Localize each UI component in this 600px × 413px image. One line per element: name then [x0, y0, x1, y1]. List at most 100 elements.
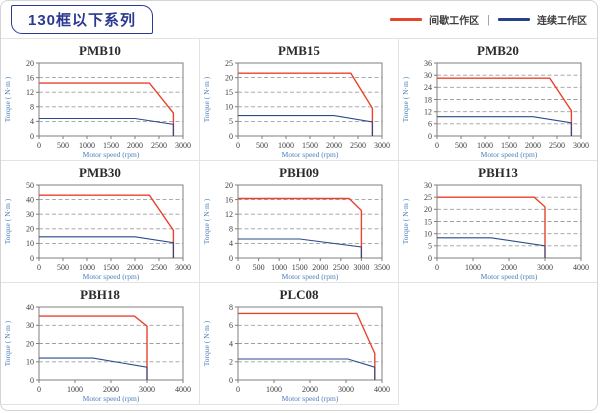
series-line-intermittent: [238, 312, 376, 380]
series-line-continuous: [437, 237, 546, 258]
x-tick-label: 1500: [103, 263, 119, 272]
chart-cell-pmb10: PMB10 0 4 8 12 16 20 0 500 1000 1500 2000 2500 3000 M…: [1, 39, 200, 161]
x-axis-label: Motor speed (rpm): [83, 272, 140, 281]
series-line-intermittent: [39, 194, 175, 258]
x-tick-label: 1000: [67, 385, 83, 394]
y-tick-label: 16: [225, 195, 233, 204]
x-tick-label: 2500: [350, 141, 366, 150]
y-tick-label: 0: [30, 132, 34, 141]
x-tick-label: 1000: [79, 263, 95, 272]
y-tick-label: 36: [424, 59, 432, 68]
x-tick-label: 500: [57, 141, 69, 150]
x-tick-label: 3000: [374, 141, 390, 150]
y-tick-label: 8: [229, 225, 233, 234]
chart-plot-pbh09: 0 4 8 12 16 20 0 500 1000 1500 2000 2500 3000 3500 Mot…: [200, 180, 398, 281]
chart-cell-pbh13: PBH13 0 5 10 15 20 25 30 0 1000 2000 3000 4000 Motor…: [399, 161, 597, 283]
y-tick-label: 20: [26, 59, 34, 68]
y-axis-label: Torque ( N·m ): [202, 76, 211, 122]
y-tick-label: 4: [229, 339, 233, 348]
x-tick-label: 0: [37, 385, 41, 394]
chart-plot-pmb20: 0 6 12 18 24 30 36 0 500 1000 1500 2000 2500 3000 Moto…: [399, 58, 597, 159]
chart-title: PMB15: [278, 43, 320, 58]
chart-title: PBH18: [80, 287, 120, 302]
x-axis-label: Motor speed (rpm): [83, 150, 140, 159]
x-tick-label: 1500: [103, 141, 119, 150]
x-tick-label: 3000: [139, 385, 155, 394]
chart-plot-pmb10: 0 4 8 12 16 20 0 500 1000 1500 2000 2500 3000 Motor s…: [1, 58, 199, 159]
y-tick-label: 2: [229, 358, 233, 367]
chart-cell-pmb20: PMB20 0 6 12 18 24 30 36 0 500 1000 1500 2000 2500 30…: [399, 39, 597, 161]
x-tick-label: 2000: [525, 141, 541, 150]
y-tick-label: 0: [428, 132, 432, 141]
x-tick-label: 3000: [353, 263, 369, 272]
chart-grid: PMB10 0 4 8 12 16 20 0 500 1000 1500 2000 2500 3000 M…: [1, 38, 597, 405]
chart-canvas: 0 5 10 15 20 25 30 0 1000 2000 3000 4000 Motor speed…: [401, 181, 589, 281]
y-tick-label: 30: [424, 71, 432, 80]
y-tick-label: 18: [424, 95, 432, 104]
y-tick-label: 40: [26, 303, 34, 312]
y-tick-label: 25: [424, 193, 432, 202]
x-tick-label: 2500: [151, 141, 167, 150]
y-tick-label: 25: [225, 59, 233, 68]
y-tick-label: 10: [225, 103, 233, 112]
series-line-continuous: [238, 115, 373, 136]
x-tick-label: 2000: [302, 385, 318, 394]
series-line-continuous: [238, 358, 376, 380]
plot-border: [237, 62, 383, 137]
chart-cell-pmb30: PMB30 0 10 20 30 40 50 0 500 1000 1500 2000 2500 300…: [1, 161, 200, 283]
series-line-continuous: [437, 116, 572, 136]
y-tick-label: 20: [26, 225, 34, 234]
y-tick-label: 16: [26, 73, 34, 82]
x-tick-label: 1000: [271, 263, 287, 272]
y-tick-label: 6: [428, 120, 432, 129]
x-tick-label: 500: [256, 141, 268, 150]
x-tick-label: 1500: [501, 141, 517, 150]
series-line-continuous: [238, 238, 362, 258]
chart-canvas: 0 2 4 6 8 0 1000 2000 3000 4000 Motor speed (rpm) T…: [202, 303, 390, 403]
legend-item-intermittent: 间歇工作区: [390, 12, 479, 27]
intermittent-line-swatch: [390, 18, 423, 21]
series-title-badge: 130框以下系列: [11, 5, 154, 34]
x-tick-label: 1500: [302, 141, 318, 150]
chart-plot-pmb30: 0 10 20 30 40 50 0 500 1000 1500 2000 2500 3000 Motor…: [1, 180, 199, 281]
x-tick-label: 500: [253, 263, 265, 272]
legend-item-continuous: 连续工作区: [498, 12, 587, 27]
y-tick-label: 12: [424, 108, 432, 117]
y-tick-label: 4: [30, 117, 34, 126]
y-tick-label: 50: [26, 181, 34, 190]
y-tick-label: 0: [30, 376, 34, 385]
x-tick-label: 3000: [175, 263, 191, 272]
x-tick-label: 1500: [292, 263, 308, 272]
x-axis-label: Motor speed (rpm): [282, 150, 339, 159]
y-tick-label: 0: [229, 132, 233, 141]
x-tick-label: 3000: [537, 263, 553, 272]
legend-label-continuous: 连续工作区: [537, 16, 587, 27]
series-line-intermittent: [437, 196, 546, 258]
x-axis-label: Motor speed (rpm): [282, 272, 339, 281]
y-axis-label: Torque ( N·m ): [202, 198, 211, 244]
continuous-line-swatch: [498, 18, 530, 21]
y-tick-label: 40: [26, 195, 34, 204]
y-tick-label: 10: [424, 230, 432, 239]
chart-canvas: 0 10 20 30 40 0 1000 2000 3000 4000 Motor speed (r…: [3, 303, 191, 403]
x-tick-label: 0: [435, 263, 439, 272]
chart-canvas: 0 4 8 12 16 20 0 500 1000 1500 2000 2500 3000 Motor s…: [3, 59, 191, 159]
x-tick-label: 3500: [374, 263, 390, 272]
plot-border: [38, 62, 184, 137]
y-tick-label: 0: [428, 254, 432, 263]
y-axis-label: Torque ( N·m ): [3, 320, 12, 366]
y-tick-label: 5: [229, 117, 233, 126]
x-tick-label: 1000: [465, 263, 481, 272]
chart-plot-plc08: 0 2 4 6 8 0 1000 2000 3000 4000 Motor speed (rpm) T…: [200, 302, 398, 403]
x-tick-label: 3000: [573, 141, 589, 150]
x-tick-label: 2000: [501, 263, 517, 272]
y-tick-label: 30: [424, 181, 432, 190]
y-tick-label: 30: [26, 210, 34, 219]
x-tick-label: 2000: [326, 141, 342, 150]
x-tick-label: 1000: [266, 385, 282, 394]
y-tick-label: 10: [26, 358, 34, 367]
x-tick-label: 500: [57, 263, 69, 272]
x-tick-label: 4000: [374, 385, 390, 394]
y-tick-label: 20: [225, 73, 233, 82]
